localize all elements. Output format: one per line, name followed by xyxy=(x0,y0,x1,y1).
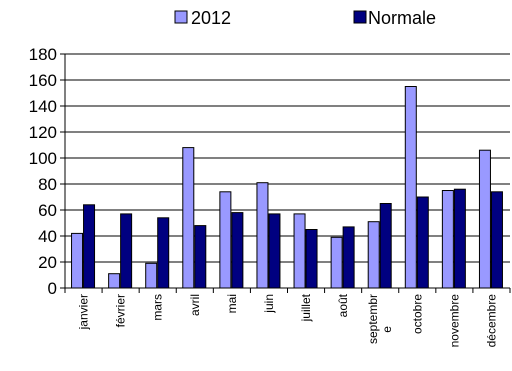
bar-normale-septembre xyxy=(379,203,392,289)
x-tick-label: mai xyxy=(225,294,239,313)
x-tick-label: juillet xyxy=(299,293,313,322)
bar-normale-février xyxy=(120,213,133,289)
y-tick-label: 0 xyxy=(48,279,57,298)
x-tick-label: décembre xyxy=(484,294,498,348)
bar-normale-juillet xyxy=(305,229,318,289)
bar-2012-juin xyxy=(256,182,269,289)
legend-label-normale: Normale xyxy=(368,8,436,28)
x-tick-label: avril xyxy=(188,294,202,316)
y-tick-label: 160 xyxy=(29,71,57,90)
x-tick-label: août xyxy=(336,293,350,317)
bar-normale-avril xyxy=(194,225,207,289)
y-axis-ticks: 0 20 40 60 80 100 120 140 160 180 xyxy=(29,45,65,298)
x-tick-label: mars xyxy=(151,294,165,321)
bar-normale-octobre xyxy=(416,196,429,289)
y-tick-label: 100 xyxy=(29,149,57,168)
y-tick-label: 140 xyxy=(29,97,57,116)
legend-swatch-normale xyxy=(353,10,367,24)
y-tick-label: 180 xyxy=(29,45,57,64)
bar-normale-décembre xyxy=(490,191,503,289)
bar-2012-janvier xyxy=(71,232,84,289)
bar-2012-août xyxy=(330,236,343,289)
bar-2012-février xyxy=(108,273,121,289)
legend-label-2012: 2012 xyxy=(191,8,231,28)
bar-normale-août xyxy=(342,226,355,289)
y-tick-label: 80 xyxy=(38,175,57,194)
bar-2012-mars xyxy=(145,262,158,289)
x-tick-label: février xyxy=(114,294,128,327)
x-tick-label: octobre xyxy=(410,294,424,334)
y-tick-label: 120 xyxy=(29,123,57,142)
bar-2012-septembre xyxy=(367,221,380,289)
bar-2012-juillet xyxy=(293,213,306,289)
bar-normale-mai xyxy=(231,212,244,289)
x-tick-label: juin xyxy=(262,294,276,314)
bar-normale-mars xyxy=(157,217,170,289)
bar-normale-novembre xyxy=(453,188,466,289)
legend: 2012 Normale xyxy=(174,8,436,28)
y-tick-label: 60 xyxy=(38,201,57,220)
bar-2012-mai xyxy=(219,191,232,289)
bar-normale-juin xyxy=(268,213,281,289)
legend-swatch-2012 xyxy=(174,10,188,24)
x-tick-label: janvier xyxy=(77,294,91,330)
x-tick-label: septembre xyxy=(366,294,394,344)
x-axis-labels: janvier février mars avril mai juin juillet aoû… xyxy=(77,293,499,347)
x-tick-label: novembre xyxy=(447,294,461,348)
y-tick-label: 20 xyxy=(38,253,57,272)
bar-2012-octobre xyxy=(404,86,417,289)
axes xyxy=(64,54,511,293)
gridlines xyxy=(65,53,510,263)
y-tick-label: 40 xyxy=(38,227,57,246)
bar-2012-novembre xyxy=(441,190,454,289)
bar-2012-décembre xyxy=(478,149,491,289)
bars xyxy=(71,86,503,289)
bar-normale-janvier xyxy=(83,204,96,289)
bar-2012-avril xyxy=(182,147,195,289)
